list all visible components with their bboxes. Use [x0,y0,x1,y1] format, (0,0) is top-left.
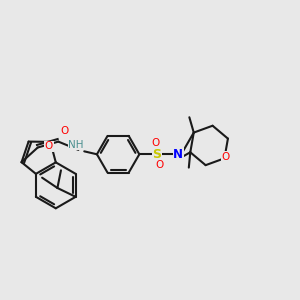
Text: O: O [152,138,160,148]
Text: O: O [156,160,164,170]
Text: S: S [152,148,161,161]
Text: NH: NH [68,140,84,150]
Text: O: O [45,141,53,151]
Text: N: N [173,148,183,161]
Text: O: O [61,126,69,136]
Text: O: O [222,152,230,162]
